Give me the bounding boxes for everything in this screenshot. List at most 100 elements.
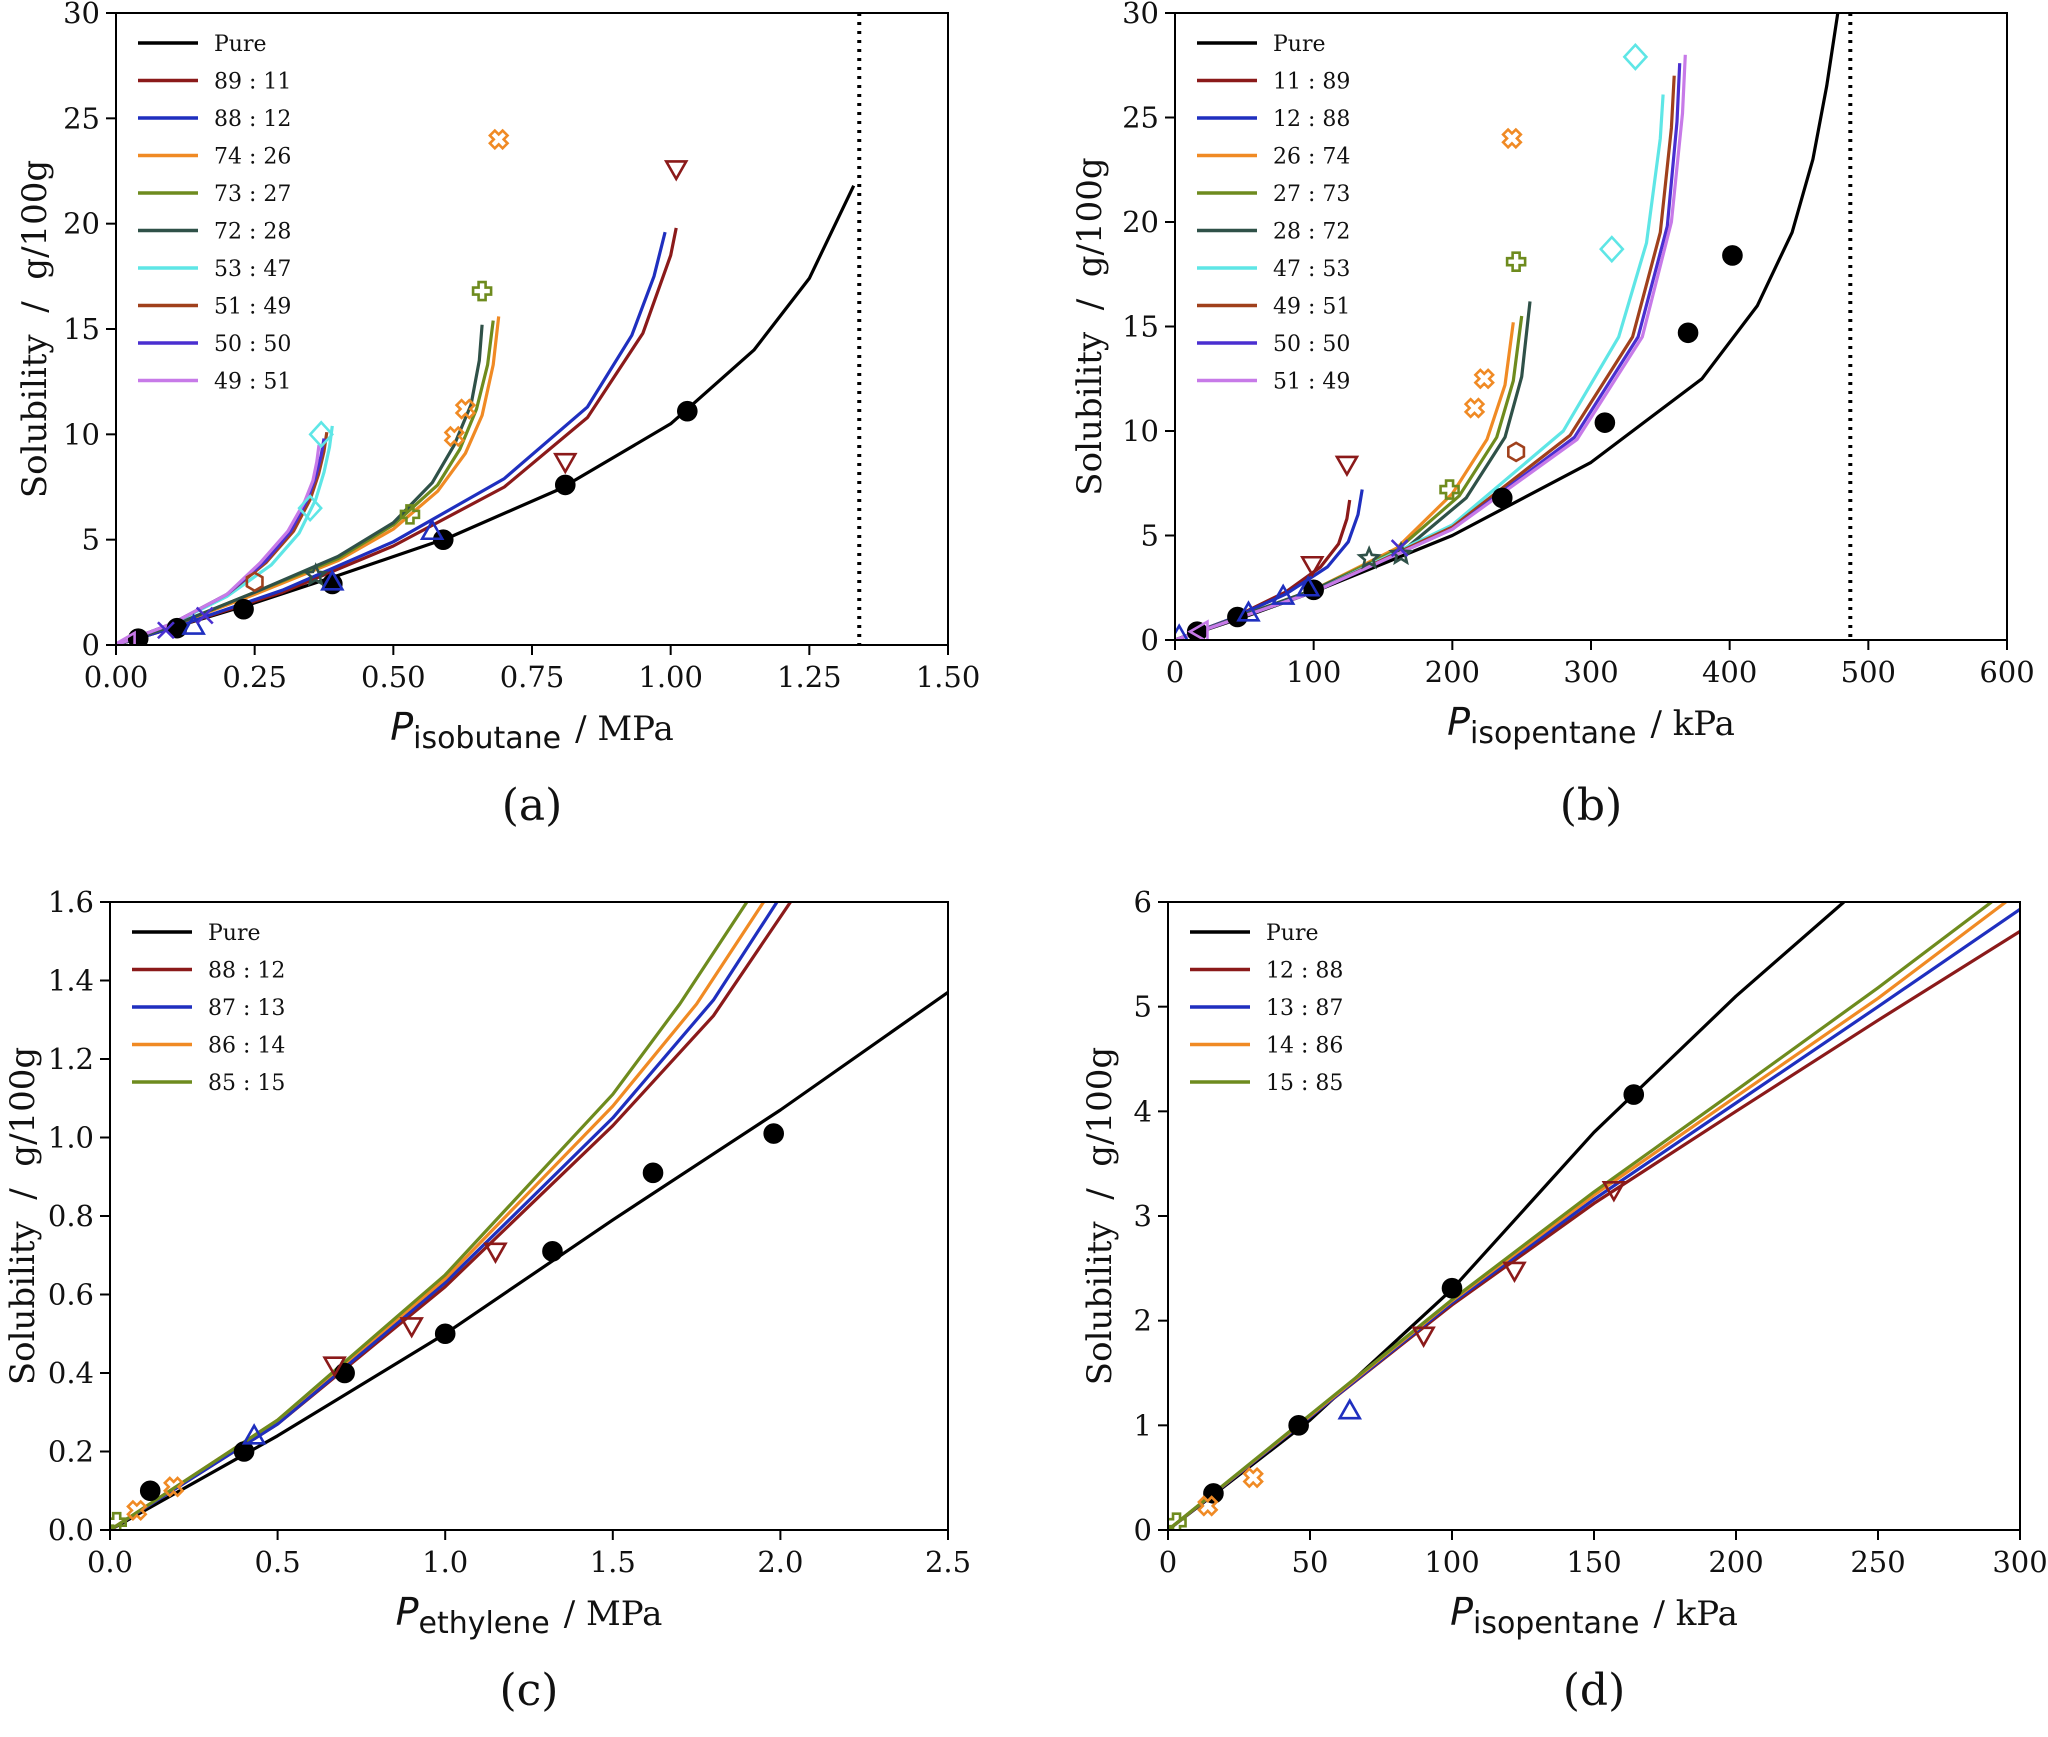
plot-area-a bbox=[116, 13, 862, 645]
series-line-a-2 bbox=[116, 231, 667, 645]
series-line-c-2 bbox=[110, 902, 779, 1530]
panel-label-d: (d) bbox=[1563, 1665, 1626, 1716]
xlabel-unit-a: / MPa bbox=[575, 709, 674, 749]
data-point-b-8-0 bbox=[1390, 539, 1409, 557]
data-point-b-4-1 bbox=[1505, 251, 1527, 273]
ytick-label-a-6: 30 bbox=[63, 0, 100, 30]
data-point-b-1-0 bbox=[1300, 555, 1325, 578]
data-point-a-7-0 bbox=[245, 571, 264, 593]
ytick-label-b-4: 20 bbox=[1122, 205, 1159, 239]
legend-b: Pure 11 : 89 12 : 88 26 : 74 27 : 73 28 : 72 4… bbox=[1197, 32, 1350, 395]
panel-label-a: (a) bbox=[502, 780, 563, 831]
xlabel-unit-b: / kPa bbox=[1650, 704, 1735, 744]
data-point-a-1-0 bbox=[553, 452, 578, 475]
ytick-label-a-3: 15 bbox=[63, 312, 100, 346]
legend-label-a-6: 53 : 47 bbox=[214, 257, 291, 282]
xtick-label-d-5: 250 bbox=[1850, 1545, 1905, 1579]
series-line-b-2 bbox=[1175, 489, 1364, 640]
xlabel-c: Pethylene / MPa bbox=[396, 1590, 663, 1641]
data-point-a-0-2 bbox=[233, 598, 254, 620]
data-point-b-3-1 bbox=[1473, 368, 1495, 390]
ylabel-c: Solubility / g/100g bbox=[3, 1047, 43, 1385]
series-line-a-9 bbox=[116, 444, 321, 645]
legend-label-c-3: 86 : 14 bbox=[208, 1034, 285, 1059]
xlabel-var-b: P bbox=[1447, 700, 1470, 744]
legend-label-c-1: 88 : 12 bbox=[208, 959, 285, 984]
xtick-label-b-1: 100 bbox=[1286, 655, 1341, 689]
xtick-label-b-3: 300 bbox=[1563, 655, 1618, 689]
xtick-label-c-1: 0.5 bbox=[255, 1545, 301, 1579]
ytick-label-b-5: 25 bbox=[1122, 101, 1159, 135]
xtick-label-a-3: 0.75 bbox=[500, 660, 565, 694]
ytick-label-d-1: 1 bbox=[1134, 1408, 1152, 1442]
ytick-label-d-3: 3 bbox=[1134, 1199, 1152, 1233]
ytick-label-c-3: 0.6 bbox=[48, 1278, 94, 1312]
data-point-b-3-0 bbox=[1463, 397, 1486, 419]
ytick-label-d-4: 4 bbox=[1134, 1094, 1152, 1128]
series-line-a-4 bbox=[116, 320, 495, 645]
data-point-b-3-2 bbox=[1501, 127, 1523, 150]
series-line-b-8 bbox=[1175, 63, 1682, 640]
legend-label-d-4: 15 : 85 bbox=[1266, 1071, 1343, 1096]
data-point-c-3-1 bbox=[163, 1476, 185, 1498]
data-point-c-1-2 bbox=[483, 1242, 508, 1264]
xtick-label-d-0: 0 bbox=[1159, 1545, 1177, 1579]
data-point-c-0-6 bbox=[763, 1123, 784, 1144]
legend-label-a-3: 74 : 26 bbox=[214, 145, 291, 170]
data-point-c-0-0 bbox=[139, 1480, 161, 1502]
ytick-label-c-5: 1.0 bbox=[48, 1121, 94, 1155]
legend-label-b-5: 28 : 72 bbox=[1273, 220, 1350, 245]
data-point-b-2-1 bbox=[1236, 600, 1261, 622]
data-point-b-4-0 bbox=[1439, 479, 1460, 500]
series-line-b-4 bbox=[1175, 315, 1524, 640]
legend-label-b-3: 26 : 74 bbox=[1273, 145, 1350, 170]
series-line-a-1 bbox=[116, 227, 678, 645]
xtick-label-c-5: 2.5 bbox=[925, 1545, 971, 1579]
xtick-label-d-2: 100 bbox=[1424, 1545, 1479, 1579]
xlabel-sub-d: isopentane bbox=[1473, 1606, 1639, 1641]
data-point-a-4-1 bbox=[471, 280, 493, 302]
xtick-label-d-3: 150 bbox=[1566, 1545, 1621, 1579]
data-point-a-3-2 bbox=[488, 128, 510, 151]
data-point-d-0-0 bbox=[1203, 1483, 1224, 1504]
data-point-c-2-0 bbox=[241, 1423, 267, 1445]
xtick-label-b-6: 600 bbox=[1979, 655, 2034, 689]
xtick-label-b-0: 0 bbox=[1166, 655, 1184, 689]
legend-c: Pure 88 : 12 87 : 13 86 : 14 85 : 15 bbox=[132, 921, 285, 1096]
data-point-d-2-0 bbox=[1337, 1398, 1363, 1420]
series-line-b-7 bbox=[1175, 75, 1676, 640]
ytick-label-c-4: 0.8 bbox=[48, 1199, 94, 1233]
data-point-b-6-0 bbox=[1599, 235, 1625, 264]
ylabel-b: Solubility / g/100g bbox=[1070, 157, 1110, 495]
xtick-label-d-6: 300 bbox=[1992, 1545, 2047, 1579]
legend-label-a-4: 73 : 27 bbox=[214, 182, 291, 207]
legend-label-b-2: 12 : 88 bbox=[1273, 107, 1350, 132]
ytick-label-d-0: 0 bbox=[1134, 1513, 1152, 1547]
ytick-label-a-5: 25 bbox=[63, 101, 100, 135]
data-point-b-2-2 bbox=[1270, 583, 1296, 605]
legend-label-b-8: 50 : 50 bbox=[1273, 332, 1350, 357]
xtick-label-a-0: 0.00 bbox=[84, 660, 149, 694]
legend-label-a-1: 89 : 11 bbox=[214, 70, 291, 95]
data-point-d-1-0 bbox=[1411, 1326, 1436, 1348]
panel-a: 0.00 0.25 0.50 0.75 1.00 1.25 1.50 0 5 10 15 20 25 30… bbox=[15, 0, 980, 831]
data-point-c-1-0 bbox=[322, 1356, 347, 1378]
xtick-label-a-1: 0.25 bbox=[222, 660, 287, 694]
xlabel-var-a: P bbox=[390, 705, 413, 749]
data-point-b-5-0 bbox=[1356, 545, 1382, 570]
ytick-label-c-1: 0.2 bbox=[48, 1435, 94, 1469]
data-point-b-2-0 bbox=[1175, 623, 1189, 640]
xlabel-var-d: P bbox=[1450, 1590, 1473, 1634]
series-line-c-4 bbox=[110, 902, 749, 1530]
data-point-c-0-4 bbox=[542, 1241, 563, 1262]
legend-label-b-0: Pure bbox=[1273, 32, 1326, 57]
data-point-a-8-0 bbox=[157, 621, 175, 640]
data-point-d-4-0 bbox=[1168, 1512, 1187, 1530]
ytick-label-b-0: 0 bbox=[1141, 623, 1159, 657]
legend-label-a-0: Pure bbox=[214, 32, 267, 57]
data-point-d-1-1 bbox=[1502, 1261, 1527, 1284]
xlabel-unit-d: / kPa bbox=[1653, 1594, 1738, 1634]
xtick-label-a-5: 1.25 bbox=[777, 660, 842, 694]
panel-d: 0 50 100 150 200 250 300 0 1 2 3 4 5 6 Pisopentane / kP… bbox=[1080, 885, 2048, 1716]
data-point-d-0-3 bbox=[1623, 1084, 1645, 1105]
